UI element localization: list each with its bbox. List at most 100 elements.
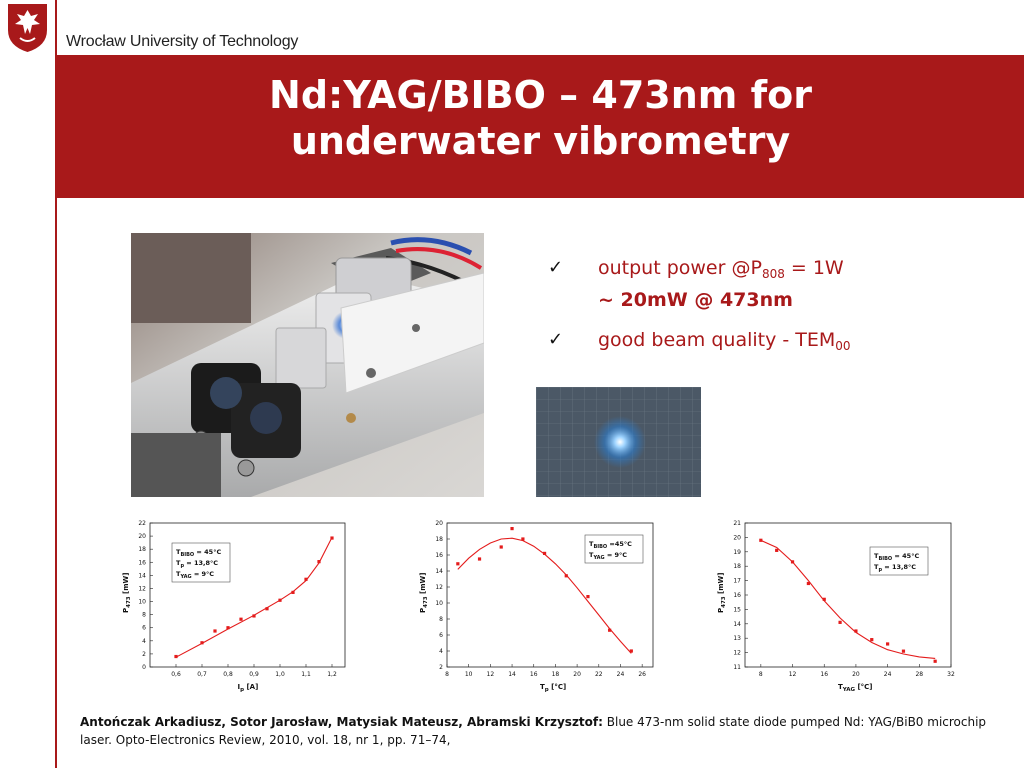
legend-box bbox=[171, 542, 231, 583]
data-point bbox=[510, 527, 514, 531]
x-axis-label: Ip [A] bbox=[238, 683, 259, 693]
y-tick-label: 18 bbox=[138, 546, 146, 553]
beam-spot-photo bbox=[536, 387, 701, 497]
x-axis-label: Tp [°C] bbox=[540, 683, 566, 693]
y-tick-label: 13 bbox=[733, 635, 741, 642]
x-tick-label: 16 bbox=[820, 671, 828, 678]
x-tick-label: 0,8 bbox=[223, 671, 233, 678]
y-tick-label: 16 bbox=[138, 559, 146, 566]
data-point bbox=[477, 557, 482, 561]
y-tick-label: 12 bbox=[138, 585, 146, 592]
reference-citation: Antończak Arkadiusz, Sotor Jarosław, Mat… bbox=[80, 713, 1010, 749]
legend-box bbox=[869, 546, 929, 576]
y-tick-label: 4 bbox=[142, 638, 146, 645]
eagle-crest-icon bbox=[8, 4, 47, 52]
data-point bbox=[901, 649, 906, 653]
data-point bbox=[291, 590, 295, 594]
x-tick-label: 12 bbox=[487, 671, 495, 678]
reference-authors: Antończak Arkadiusz, Sotor Jarosław, Mat… bbox=[80, 715, 603, 729]
data-point bbox=[317, 560, 321, 564]
y-tick-label: 19 bbox=[733, 549, 741, 556]
y-tick-label: 21 bbox=[733, 520, 741, 527]
data-point bbox=[822, 597, 826, 601]
y-tick-label: 8 bbox=[439, 616, 443, 623]
data-point bbox=[456, 562, 460, 566]
legend-entry: TBIBO = 45°C bbox=[874, 552, 919, 562]
data-point bbox=[775, 548, 779, 552]
chart-power-vs-pump-temperature: 8 10 12 14 16 18 20 22 24 26 2 4 6 8 10 12 14 16 18 20 Tp [°… bbox=[415, 515, 665, 695]
data-point bbox=[226, 626, 230, 630]
x-tick-label: 10 bbox=[465, 671, 473, 678]
data-point bbox=[806, 581, 810, 586]
checkmark-icon: ✓ bbox=[548, 257, 564, 278]
y-tick-label: 2 bbox=[142, 651, 146, 658]
x-tick-label: 1,2 bbox=[327, 671, 337, 678]
x-tick-label: 1,1 bbox=[301, 671, 311, 678]
title-left-block bbox=[0, 55, 55, 198]
y-tick-label: 17 bbox=[733, 578, 741, 585]
bullet-output-power-line-2: ~ 20mW @ 473nm bbox=[598, 289, 793, 311]
x-tick-label: 8 bbox=[759, 671, 763, 678]
y-tick-label: 18 bbox=[435, 536, 443, 543]
data-point bbox=[265, 607, 269, 611]
y-tick-label: 20 bbox=[138, 533, 146, 540]
y-axis-label: P473 [mW] bbox=[717, 573, 727, 613]
data-point bbox=[838, 620, 842, 624]
data-point bbox=[870, 638, 874, 642]
slide-title-line-1: Nd:YAG/BIBO – 473nm for bbox=[269, 73, 812, 117]
y-tick-label: 14 bbox=[435, 568, 443, 575]
bullet-beam-quality-line: good beam quality - TEM00 bbox=[598, 329, 851, 353]
x-tick-label: 1,0 bbox=[275, 671, 285, 678]
y-tick-label: 4 bbox=[439, 648, 443, 655]
fit-line bbox=[760, 539, 936, 659]
data-point bbox=[886, 642, 890, 646]
bullet-output-power: ✓ output power @P808 = 1W ~ 20mW @ 473nm bbox=[548, 255, 1008, 313]
data-point bbox=[213, 629, 217, 633]
bullet-beam-quality: ✓ good beam quality - TEM00 bbox=[548, 327, 1008, 359]
plot-frame bbox=[744, 522, 952, 668]
university-name: Wrocław University of Technology bbox=[66, 33, 299, 50]
y-axis-label: P473 [mW] bbox=[122, 573, 132, 613]
x-tick-label: 24 bbox=[617, 671, 625, 678]
x-tick-label: 20 bbox=[852, 671, 860, 678]
data-point bbox=[586, 595, 590, 599]
y-axis-label: P473 [mW] bbox=[419, 573, 429, 613]
x-axis-label: TYAG [°C] bbox=[838, 683, 873, 693]
slide-title-line-2: underwater vibrometry bbox=[290, 119, 791, 163]
x-tick-label: 16 bbox=[530, 671, 538, 678]
y-tick-label: 12 bbox=[733, 650, 741, 657]
data-point bbox=[330, 536, 334, 540]
y-tick-label: 12 bbox=[435, 584, 443, 591]
data-point bbox=[200, 641, 204, 645]
data-point bbox=[854, 629, 858, 633]
x-tick-label: 26 bbox=[638, 671, 646, 678]
data-point bbox=[252, 614, 256, 618]
data-point bbox=[564, 574, 568, 578]
data-point bbox=[239, 617, 243, 621]
y-tick-label: 6 bbox=[142, 625, 146, 632]
legend-entry: TYAG = 9°C bbox=[589, 551, 627, 561]
title-band bbox=[57, 55, 1024, 198]
y-tick-label: 0 bbox=[142, 664, 146, 671]
data-point bbox=[629, 649, 633, 653]
x-tick-label: 12 bbox=[789, 671, 797, 678]
legend-entry: Tp = 13,8°C bbox=[176, 559, 218, 569]
y-tick-label: 18 bbox=[733, 563, 741, 570]
x-tick-label: 14 bbox=[508, 671, 516, 678]
y-tick-label: 8 bbox=[142, 612, 146, 619]
data-point bbox=[933, 659, 937, 663]
y-tick-label: 16 bbox=[733, 592, 741, 599]
x-tick-label: 20 bbox=[573, 671, 581, 678]
x-tick-label: 0,9 bbox=[249, 671, 259, 678]
x-tick-label: 22 bbox=[595, 671, 603, 678]
data-point bbox=[521, 537, 525, 541]
data-point bbox=[304, 577, 308, 581]
legend: TBIBO = 45°CTp = 13,8°C bbox=[869, 546, 929, 576]
y-tick-label: 20 bbox=[435, 520, 443, 527]
x-tick-label: 8 bbox=[445, 671, 449, 678]
data-point bbox=[759, 538, 763, 542]
chart-power-vs-current: 0,6 0,7 0,8 0,9 1,0 1,1 1,2 0 2 4 6 8 10 12 14 16 18 20 22… bbox=[110, 515, 360, 695]
y-tick-label: 15 bbox=[733, 606, 741, 613]
